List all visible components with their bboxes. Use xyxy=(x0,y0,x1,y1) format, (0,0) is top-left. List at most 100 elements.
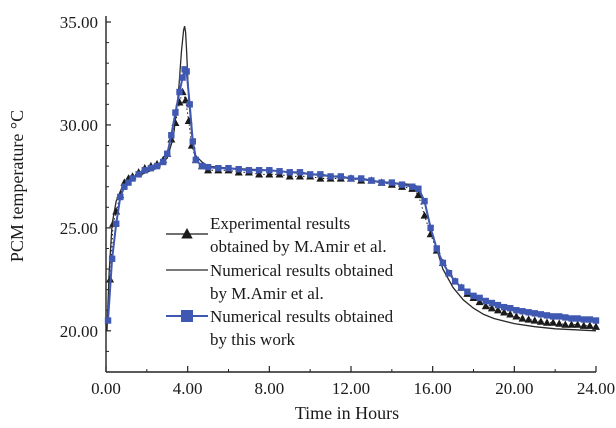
this-work-data-point xyxy=(368,177,375,184)
this-work-data-point xyxy=(183,68,190,75)
this-work-data-point xyxy=(586,316,594,323)
this-work-data-point xyxy=(215,164,222,172)
this-work-data-point xyxy=(513,307,520,314)
axes xyxy=(105,16,597,373)
this-work-data-point xyxy=(176,88,183,96)
this-work-data-point xyxy=(159,158,167,166)
x-tick-label: 0.00 xyxy=(91,379,121,398)
x-tick-label: 24.00 xyxy=(577,379,615,398)
legend-label-this-work-line1: Numerical results obtained xyxy=(210,307,394,326)
experimental-data-point xyxy=(524,315,533,323)
this-work-series-line xyxy=(107,67,597,322)
experimental-data-point xyxy=(549,318,558,326)
this-work-data-point xyxy=(189,138,196,145)
this-work-data-point xyxy=(415,185,422,192)
this-work-data-point xyxy=(164,150,171,157)
experimental-data-point xyxy=(543,318,551,326)
this-work-data-point xyxy=(580,316,587,323)
this-work-data-point xyxy=(488,299,496,307)
experimental-data-point xyxy=(506,310,515,318)
this-work-data-point xyxy=(347,175,355,182)
this-work-data-point xyxy=(113,220,120,227)
legend-label-numerical-amir-line2: by M.Amir et al. xyxy=(210,284,324,303)
x-tick-label: 16.00 xyxy=(414,379,452,398)
this-work-data-point xyxy=(147,164,155,172)
legend-label-this-work-line2: by this work xyxy=(210,330,296,349)
this-work-data-point xyxy=(225,164,232,172)
this-work-data-point xyxy=(482,297,489,305)
this-work-data-point xyxy=(141,167,148,174)
this-work-data-point xyxy=(286,169,293,176)
x-tick-label: 12.00 xyxy=(332,379,370,398)
experimental-data-point xyxy=(481,301,490,310)
this-work-data-point xyxy=(388,179,396,186)
y-tick-label: 20.00 xyxy=(60,322,98,341)
this-work-data-point xyxy=(317,171,324,178)
this-work-data-point xyxy=(198,162,206,170)
this-work-data-point xyxy=(245,167,253,174)
this-work-data-point xyxy=(421,197,428,205)
experimental-data-point xyxy=(255,170,264,178)
y-tick-label: 30.00 xyxy=(60,116,98,135)
y-axis-title: PCM temperature °C xyxy=(7,110,27,262)
experimental-data-point xyxy=(567,320,576,328)
experimental-data-point xyxy=(475,297,484,306)
experimental-data-point xyxy=(494,306,502,314)
this-work-data-point xyxy=(427,224,434,232)
this-work-data-point xyxy=(192,156,200,164)
this-work-data-point xyxy=(179,74,186,81)
x-tick-label: 4.00 xyxy=(173,379,203,398)
x-tick-label: 20.00 xyxy=(495,379,533,398)
experimental-data-point xyxy=(518,314,527,322)
this-work-data-point xyxy=(531,310,538,317)
y-axis-tick-labels: 20.00 25.00 30.00 35.00 xyxy=(60,13,98,341)
this-work-data-point xyxy=(445,269,453,277)
this-work-data-point xyxy=(204,163,212,171)
experimental-data-point xyxy=(555,319,564,327)
this-work-data-point xyxy=(172,109,179,116)
experimental-data-point xyxy=(295,172,304,180)
this-work-data-point xyxy=(574,315,581,322)
legend-swatch-experimental-marker xyxy=(181,228,193,239)
this-work-data-point xyxy=(398,181,406,188)
series-layer xyxy=(104,25,600,332)
this-work-data-point xyxy=(494,301,502,309)
this-work-data-point xyxy=(433,245,440,252)
this-work-data-point xyxy=(537,311,545,318)
this-work-data-point xyxy=(153,162,161,170)
this-work-data-point xyxy=(108,255,116,262)
this-work-data-point xyxy=(525,309,532,316)
this-work-data-point xyxy=(439,259,447,267)
this-work-data-point xyxy=(186,101,193,108)
experimental-data-point xyxy=(265,170,274,178)
this-work-data-point xyxy=(135,171,142,178)
this-work-data-point xyxy=(556,313,563,320)
legend-label-experimental-line2: obtained by M.Amir et al. xyxy=(210,237,387,256)
legend-label-numerical-amir-line1: Numerical results obtained xyxy=(210,261,394,280)
experimental-data-point xyxy=(512,312,521,320)
this-work-data-point xyxy=(296,169,304,176)
experimental-data-point xyxy=(585,321,594,329)
experimental-data-point xyxy=(530,316,539,324)
this-work-data-point xyxy=(276,168,283,175)
x-axis-tick-labels: 0.00 4.00 8.00 12.00 16.00 20.00 24.00 xyxy=(91,379,615,398)
this-work-data-point xyxy=(476,294,483,302)
legend-label-experimental-line1: Experimental results xyxy=(210,214,350,233)
experimental-data-point xyxy=(579,321,588,329)
this-work-data-point xyxy=(378,179,385,186)
this-work-data-point xyxy=(266,167,273,174)
this-work-data-point xyxy=(507,304,514,312)
this-work-data-point xyxy=(104,317,112,324)
y-tick-label: 25.00 xyxy=(60,219,98,238)
y-tick-label: 35.00 xyxy=(60,13,98,32)
this-work-data-point xyxy=(117,193,124,201)
this-work-data-point xyxy=(409,183,416,190)
experimental-data-point xyxy=(487,303,496,312)
this-work-data-point xyxy=(549,313,557,320)
legend-swatch-this-work-marker xyxy=(181,310,193,322)
experimental-series-line xyxy=(109,90,597,328)
this-work-data-point xyxy=(129,175,136,182)
experimental-data-point xyxy=(316,174,325,182)
x-tick-label: 8.00 xyxy=(254,379,284,398)
